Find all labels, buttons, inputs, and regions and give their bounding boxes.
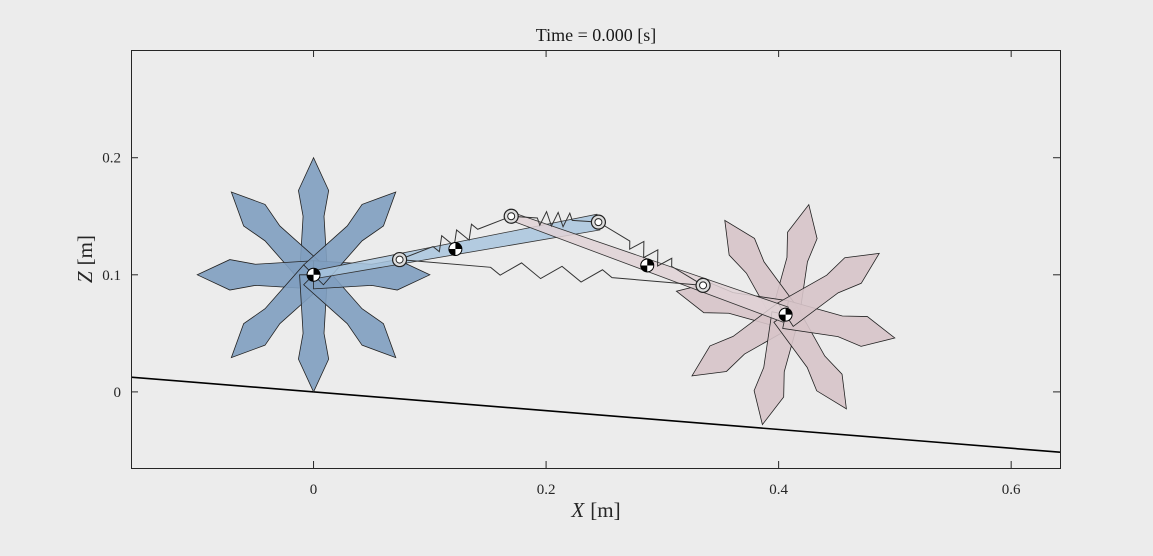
joint-3 [590,214,607,230]
joint-1 [391,251,408,268]
com-rear-link [640,258,655,273]
com-marker-quadrant [785,308,793,315]
wheel-front [196,156,431,393]
x-tick-label: 0 [310,482,318,498]
joint-inner-ring [699,281,708,290]
com-marker-quadrant [640,265,648,272]
ground-line [131,376,1060,453]
spring-2 [511,210,599,229]
wheel-spoke [298,274,330,393]
x-axis-var: X [570,498,585,522]
y-tick-label: 0.2 [102,151,121,167]
joint-4 [695,277,711,293]
chart-title: Time = 0.000 [s] [536,25,657,45]
axes-box [131,50,1061,469]
x-axis-unit: [m] [590,498,620,522]
y-axis-var: Z [73,271,97,283]
com-marker-quadrant [647,258,654,266]
joint-2 [503,208,519,224]
com-marker-quadrant [448,249,456,256]
spring-4 [399,259,704,286]
x-tick-label: 0.4 [769,482,788,498]
com-marker-quadrant [313,268,321,275]
com-rear-wheel [778,307,793,322]
x-tick-label: 0.2 [537,482,556,498]
joint-inner-ring [594,218,603,227]
tick-labels: 0 0.2 0.4 0.6 0 0.1 0.2 [102,151,1021,498]
joint-inner-ring [395,255,404,264]
x-tick-label: 0.6 [1002,482,1021,498]
com-front-link [448,242,463,257]
wheel-spoke [196,259,314,291]
y-tick-label: 0 [114,385,122,401]
wheel-spoke [303,191,397,286]
com-marker-quadrant [779,314,786,322]
spring-3 [598,221,704,286]
joint-inner-ring [507,212,516,221]
y-tick-label: 0.1 [102,268,121,284]
wheel-rear [675,203,896,426]
spring-1 [399,215,512,261]
axis-ticks [131,50,1060,468]
com-marker-quadrant [307,274,314,282]
com-front-wheel [306,267,321,282]
wheel-spoke [777,252,880,327]
plot-area [131,156,1060,453]
wheel-spoke [773,306,847,410]
com-marker-quadrant [455,242,462,250]
y-axis-unit: [m] [73,235,97,265]
y-axis-label: Z [m] [73,235,97,283]
x-axis-label: X [m] [570,498,620,522]
